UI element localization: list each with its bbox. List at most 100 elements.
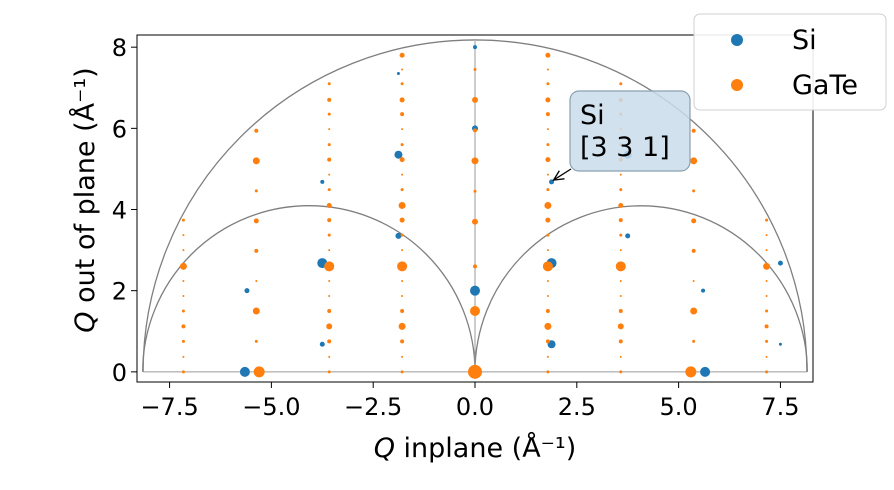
point-gate <box>764 324 769 329</box>
point-si <box>244 288 250 294</box>
point-gate <box>619 294 622 297</box>
point-gate <box>400 308 405 313</box>
point-gate <box>328 355 331 358</box>
point-gate <box>181 324 186 329</box>
point-gate <box>546 233 550 237</box>
point-gate <box>691 248 696 253</box>
point-gate <box>326 323 333 330</box>
point-si <box>700 366 711 377</box>
point-gate <box>328 249 331 252</box>
point-gate <box>181 370 185 374</box>
point-gate <box>255 279 258 282</box>
point-gate <box>401 355 404 358</box>
point-gate <box>763 262 771 270</box>
point-gate <box>692 189 696 193</box>
y-tick-label: 0 <box>112 359 127 387</box>
x-tick-label: 5.0 <box>660 393 698 421</box>
point-gate <box>546 82 550 86</box>
point-gate <box>619 82 623 86</box>
point-gate <box>545 308 550 313</box>
annotation: Si [3 3 1] <box>552 90 691 181</box>
point-gate <box>254 189 258 193</box>
point-gate <box>401 279 404 282</box>
point-gate <box>619 355 622 358</box>
y-axis-ticks: 0 2 4 6 8 <box>112 34 137 387</box>
point-gate <box>400 233 404 237</box>
point-gate <box>182 279 185 282</box>
point-gate <box>546 128 549 131</box>
point-gate <box>328 173 331 176</box>
point-si <box>239 366 250 377</box>
point-gate <box>398 322 406 330</box>
point-gate <box>399 157 405 163</box>
point-gate <box>252 307 260 315</box>
point-gate <box>690 307 698 315</box>
point-gate <box>546 279 549 282</box>
point-gate <box>544 201 552 209</box>
point-gate <box>254 339 258 343</box>
point-gate <box>546 370 550 374</box>
point-gate <box>182 234 185 237</box>
point-gate <box>468 364 482 379</box>
x-tick-label: 0.0 <box>456 393 494 421</box>
point-gate <box>181 309 185 313</box>
point-gate <box>545 52 551 58</box>
point-gate <box>398 201 406 209</box>
point-gate <box>400 370 404 374</box>
point-gate <box>546 68 549 71</box>
legend-marker-si <box>731 34 743 46</box>
annotation-box <box>569 90 691 172</box>
point-gate <box>182 355 185 358</box>
point-gate <box>401 249 404 252</box>
point-gate <box>619 173 622 176</box>
point-gate <box>473 128 477 133</box>
point-gate <box>327 233 331 237</box>
point-si <box>778 342 782 346</box>
point-gate <box>765 309 769 313</box>
point-gate <box>327 308 332 313</box>
x-tick-label: −7.5 <box>140 393 198 421</box>
point-gate <box>327 370 331 374</box>
y-tick-label: 8 <box>112 34 127 62</box>
point-si <box>470 285 480 296</box>
point-gate <box>327 112 331 116</box>
point-gate <box>181 218 185 222</box>
point-gate <box>619 279 622 282</box>
point-gate <box>400 188 404 192</box>
point-gate <box>400 339 405 344</box>
y-tick-label: 4 <box>112 197 127 225</box>
point-gate <box>691 218 697 224</box>
x-tick-label: −2.5 <box>344 393 402 421</box>
point-si <box>319 341 325 347</box>
point-si <box>396 72 400 76</box>
point-gate <box>685 366 697 378</box>
x-axis-ticks: −7.5 −5.0 −2.5 0.0 2.5 5.0 7.5 <box>140 382 800 421</box>
point-gate <box>619 370 623 374</box>
point-gate <box>400 143 404 147</box>
point-si <box>777 260 783 266</box>
point-gate <box>691 128 696 133</box>
point-gate <box>400 112 405 117</box>
point-gate <box>328 128 331 131</box>
y-tick-label: 6 <box>112 115 127 143</box>
point-gate <box>545 339 550 344</box>
point-gate <box>617 323 624 330</box>
point-gate <box>253 366 265 378</box>
point-gate <box>327 188 331 192</box>
point-gate <box>397 261 408 272</box>
point-gate <box>618 308 623 313</box>
point-gate <box>324 261 335 272</box>
point-gate <box>473 189 477 193</box>
legend-label-gate: GaTe <box>792 70 858 101</box>
point-gate <box>692 279 695 282</box>
point-gate <box>470 305 480 316</box>
annotation-arrow <box>553 168 572 181</box>
point-gate <box>472 218 478 225</box>
point-gate <box>182 249 185 252</box>
point-gate <box>546 249 549 252</box>
point-gate <box>545 112 550 117</box>
annotation-arrowhead <box>552 170 565 181</box>
point-gate <box>690 157 698 165</box>
point-gate <box>619 249 622 252</box>
point-gate <box>545 217 551 223</box>
